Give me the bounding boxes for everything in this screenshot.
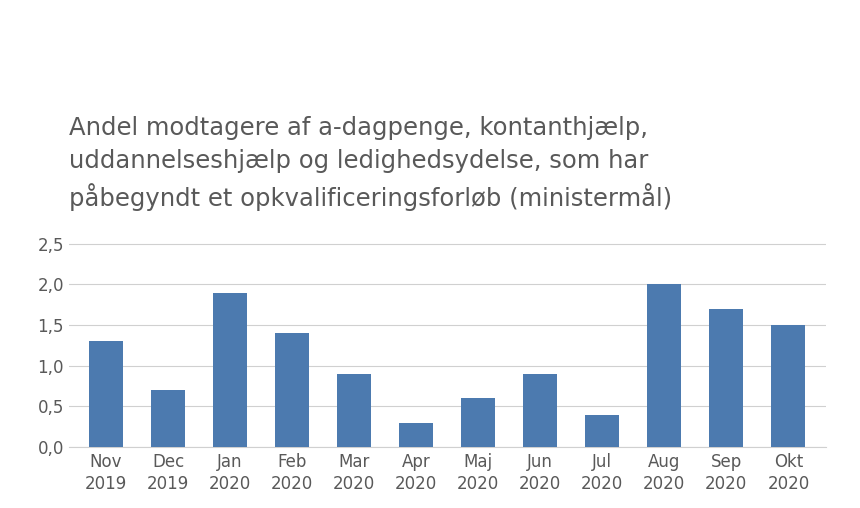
Bar [585, 415, 619, 447]
Text: Andel modtagere af a-dagpenge, kontanthjælp,
uddannelseshjælp og ledighedsydelse: Andel modtagere af a-dagpenge, kontanthj… [69, 116, 672, 211]
Bar [213, 293, 247, 447]
Bar [275, 333, 310, 447]
Bar [89, 341, 123, 447]
Bar [771, 325, 806, 447]
Bar [710, 309, 743, 447]
Bar [648, 284, 681, 447]
Bar [151, 390, 185, 447]
Bar [461, 398, 495, 447]
Bar [337, 374, 372, 447]
Bar [523, 374, 557, 447]
Bar [399, 423, 433, 447]
